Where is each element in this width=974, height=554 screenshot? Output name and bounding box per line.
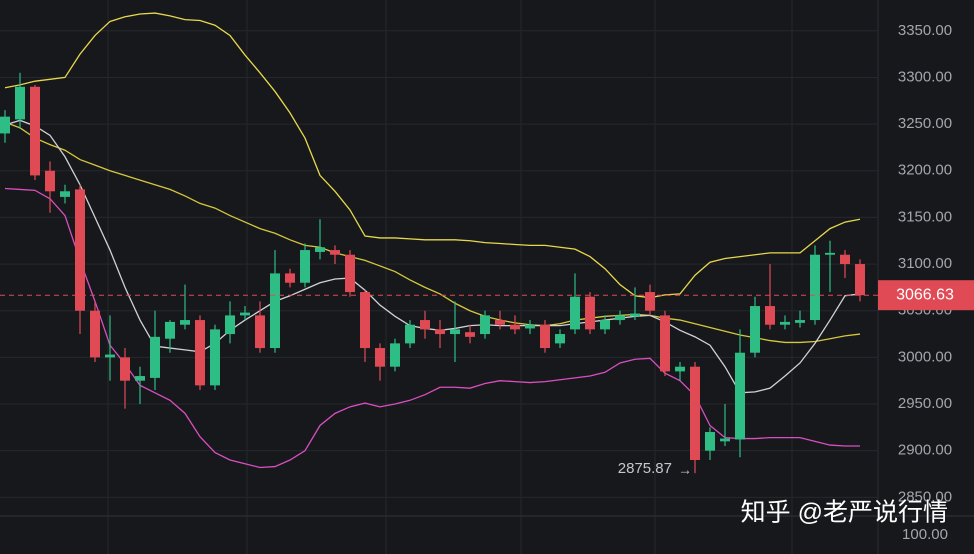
candle-body: [570, 296, 580, 330]
candle-body: [600, 320, 610, 330]
candle-body: [795, 320, 805, 323]
volume-axis-label: 100.00: [902, 526, 948, 543]
candle-body: [810, 254, 820, 321]
last-price-box: [878, 280, 974, 311]
y-tick-label: 3000.00: [898, 348, 952, 365]
candle-body: [390, 343, 400, 367]
candle-body: [285, 273, 295, 283]
candle-body: [210, 329, 220, 386]
low-arrow: →: [678, 462, 692, 478]
candle-body: [135, 376, 145, 381]
candle-body: [450, 329, 460, 335]
candle-body: [675, 366, 685, 372]
last-price-label: 3066.63: [896, 286, 954, 303]
candle-body: [540, 324, 550, 349]
y-tick-label: 2900.00: [898, 442, 952, 459]
candle-body: [315, 247, 325, 252]
candle-body: [345, 254, 355, 293]
candle-body: [90, 310, 100, 358]
candle-body: [105, 354, 115, 358]
y-tick-label: 3150.00: [898, 208, 952, 225]
candle-body: [60, 191, 70, 197]
y-tick-label: 2850.00: [898, 488, 952, 505]
candle-body: [165, 321, 175, 339]
y-tick-label: 2950.00: [898, 395, 952, 412]
candle-body: [555, 334, 565, 344]
indicator-line: [4, 119, 861, 394]
candle-body: [840, 254, 850, 265]
candle-body: [45, 170, 55, 192]
candle-body: [720, 438, 730, 442]
plot: 2850.002900.002950.003000.003050.003100.…: [0, 12, 952, 505]
candle-body: [300, 250, 310, 283]
candle-body: [405, 324, 415, 344]
candle-body: [660, 315, 670, 372]
candle-body: [255, 315, 265, 349]
candle-body: [585, 296, 595, 330]
candle-body: [330, 250, 340, 255]
y-tick-label: 3300.00: [898, 68, 952, 85]
candle-body: [30, 86, 40, 176]
candle-body: [120, 357, 130, 381]
candle-body: [525, 324, 535, 329]
y-tick-label: 3100.00: [898, 255, 952, 272]
candle-body: [855, 264, 865, 296]
candle-body: [180, 320, 190, 325]
candle-body: [780, 321, 790, 325]
candle-body: [0, 116, 10, 134]
indicator-line: [4, 12, 861, 299]
candle-body: [195, 320, 205, 386]
candle-body: [615, 315, 625, 321]
candle-body: [75, 189, 85, 311]
y-tick-label: 3350.00: [898, 22, 952, 39]
indicator-line: [4, 121, 861, 344]
candle-body: [480, 315, 490, 335]
watermark: 知乎 @老严说行情: [741, 499, 948, 527]
candle-body: [240, 312, 250, 316]
candle-body: [375, 348, 385, 367]
indicator-line: [4, 187, 860, 469]
low-label: 2875.87: [618, 460, 672, 477]
candle-body: [225, 315, 235, 335]
candle-body: [765, 306, 775, 325]
candle-body: [510, 324, 520, 330]
grid: [107, 0, 793, 554]
candle-body: [150, 336, 160, 378]
candle-body: [270, 273, 280, 349]
y-tick-label: 3200.00: [898, 162, 952, 179]
candle-body: [735, 352, 745, 440]
candle-body: [435, 329, 445, 335]
candle-body: [420, 320, 430, 330]
candle-body: [705, 432, 715, 451]
candle-body: [750, 306, 760, 353]
candle-body: [690, 366, 700, 461]
candle-body: [15, 86, 25, 120]
candle-body: [495, 320, 505, 325]
candle-body: [465, 332, 475, 337]
y-tick-label: 3250.00: [898, 115, 952, 132]
candle-body: [360, 292, 370, 349]
candle-body: [630, 313, 640, 317]
candle-body: [825, 252, 835, 255]
candle-body: [645, 292, 655, 311]
